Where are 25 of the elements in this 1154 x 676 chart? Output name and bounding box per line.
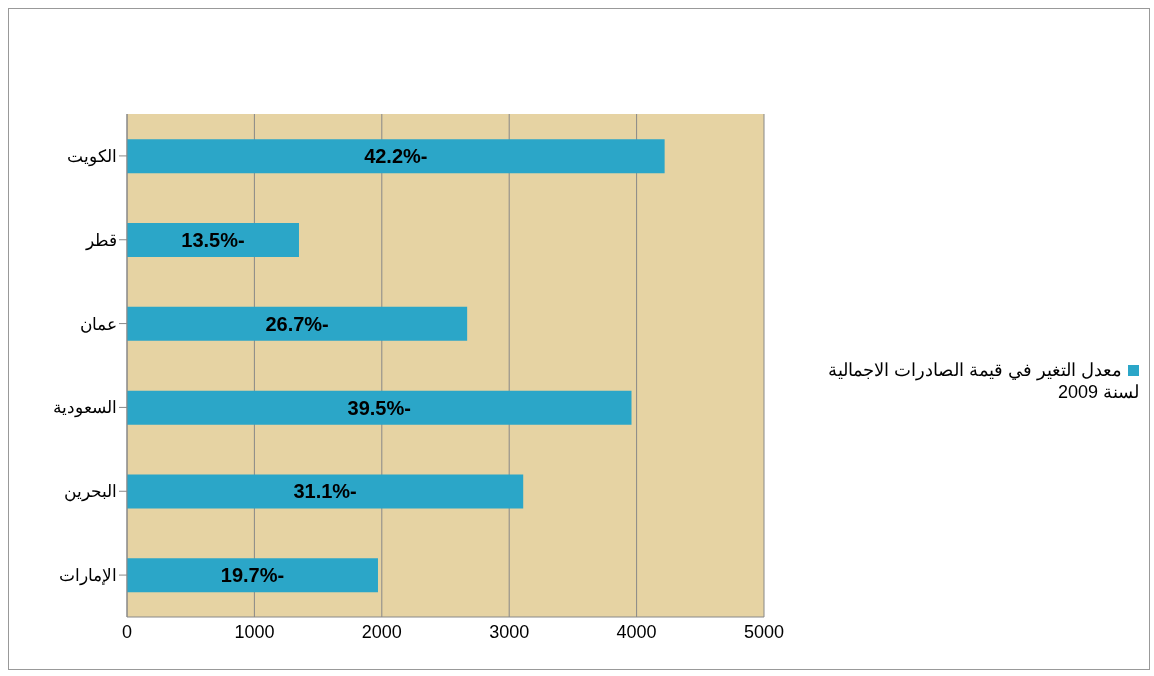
bar bbox=[127, 390, 632, 425]
text: معدل التغير في قيمة الصادرات الاجمالية لسنة 2009 bbox=[827, 360, 1139, 402]
annotation: 39.5%- bbox=[347, 396, 411, 419]
y-tick-label: الكويت bbox=[67, 146, 117, 167]
annotation: 19.7%- bbox=[220, 564, 285, 587]
x-tick-label: 3000 bbox=[489, 621, 530, 642]
x-tick-label: 0 bbox=[121, 621, 133, 642]
bar bbox=[127, 558, 378, 593]
y-tick-label: قطر bbox=[85, 230, 117, 251]
annotation: 42.2%- bbox=[364, 145, 428, 168]
x-tick-label: 1000 bbox=[234, 621, 275, 642]
y-tick-label: السعودية bbox=[53, 398, 117, 419]
bar bbox=[127, 306, 468, 341]
y-tick-label: الإمارات bbox=[59, 566, 117, 587]
y-tick-label: عمان bbox=[80, 314, 117, 334]
y-tick-label: البحرين bbox=[64, 482, 117, 503]
annotation: 13.5%- bbox=[181, 228, 245, 251]
bar bbox=[127, 139, 665, 174]
x-tick-label: 4000 bbox=[616, 621, 657, 642]
x-tick-label: 5000 bbox=[743, 621, 785, 642]
bar bbox=[127, 222, 299, 257]
annotation: 26.7%- bbox=[265, 312, 329, 335]
bar bbox=[127, 474, 524, 509]
x-tick-label: 2000 bbox=[361, 621, 402, 642]
annotation: 31.1%- bbox=[293, 480, 357, 503]
